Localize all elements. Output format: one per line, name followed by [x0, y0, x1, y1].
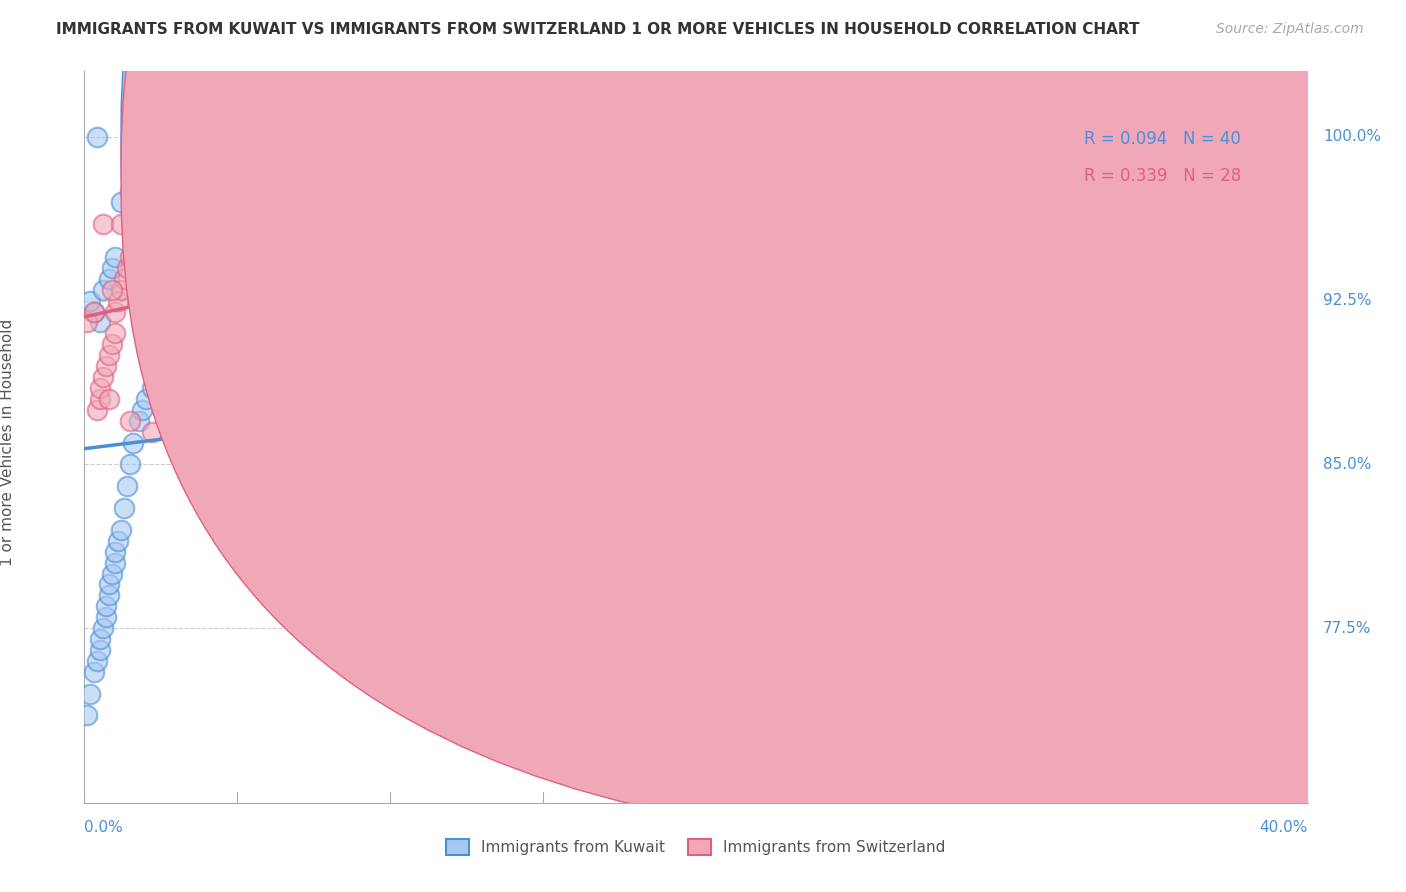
Point: [110, 283, 132, 297]
Point: [131, 402, 153, 417]
Point: [101, 260, 124, 275]
Point: [120, 458, 142, 472]
Point: [141, 425, 163, 439]
Text: Source: ZipAtlas.com: Source: ZipAtlas.com: [1216, 22, 1364, 37]
Text: 40.0%: 40.0%: [1260, 821, 1308, 835]
FancyBboxPatch shape: [121, 0, 1406, 847]
Point: [89, 392, 111, 406]
Point: [135, 173, 157, 187]
Point: [83, 304, 105, 318]
Point: [110, 523, 132, 537]
Point: [97, 392, 120, 406]
Point: [97, 348, 120, 362]
Point: [97, 588, 120, 602]
Point: [180, 348, 202, 362]
Text: 0.0%: 0.0%: [84, 821, 124, 835]
Point: [89, 381, 111, 395]
FancyBboxPatch shape: [1024, 78, 1406, 200]
Point: [89, 315, 111, 329]
Point: [101, 566, 124, 581]
Point: [86, 654, 108, 668]
Point: [104, 556, 127, 570]
Text: 100.0%: 100.0%: [1323, 129, 1381, 145]
Point: [128, 228, 150, 243]
Point: [112, 501, 135, 516]
Text: R = 0.094   N = 40: R = 0.094 N = 40: [1084, 130, 1241, 148]
Text: IMMIGRANTS FROM KUWAIT VS IMMIGRANTS FROM SWITZERLAND 1 OR MORE VEHICLES IN HOUS: IMMIGRANTS FROM KUWAIT VS IMMIGRANTS FRO…: [56, 22, 1140, 37]
Point: [94, 610, 117, 624]
Point: [104, 250, 127, 264]
Point: [195, 326, 218, 341]
Point: [110, 195, 132, 210]
Point: [107, 293, 129, 308]
Point: [128, 414, 150, 428]
Point: [89, 632, 111, 646]
Point: [149, 370, 172, 384]
Point: [115, 479, 138, 493]
Point: [79, 687, 101, 701]
Point: [135, 392, 157, 406]
Point: [104, 304, 127, 318]
Point: [91, 283, 114, 297]
Point: [91, 370, 114, 384]
Text: 92.5%: 92.5%: [1323, 293, 1371, 308]
Point: [122, 435, 145, 450]
Text: 77.5%: 77.5%: [1323, 621, 1371, 636]
Point: [86, 129, 108, 144]
Point: [110, 217, 132, 231]
Point: [135, 195, 157, 210]
Point: [120, 185, 142, 199]
Text: R = 0.339   N = 28: R = 0.339 N = 28: [1084, 167, 1241, 186]
FancyBboxPatch shape: [121, 0, 1406, 809]
Point: [76, 315, 98, 329]
Point: [76, 708, 98, 723]
Point: [122, 239, 145, 253]
Point: [97, 577, 120, 591]
Text: 1 or more Vehicles in Household: 1 or more Vehicles in Household: [0, 319, 15, 566]
Point: [104, 545, 127, 559]
Text: 85.0%: 85.0%: [1323, 457, 1371, 472]
Point: [747, 152, 769, 166]
Point: [115, 260, 138, 275]
Point: [89, 643, 111, 657]
Point: [165, 359, 187, 373]
Point: [112, 272, 135, 286]
Point: [101, 337, 124, 351]
Point: [94, 359, 117, 373]
Point: [97, 272, 120, 286]
Point: [149, 185, 172, 199]
Point: [94, 599, 117, 614]
Point: [101, 283, 124, 297]
Point: [120, 414, 142, 428]
Point: [107, 533, 129, 548]
Point: [120, 250, 142, 264]
Legend: Immigrants from Kuwait, Immigrants from Switzerland: Immigrants from Kuwait, Immigrants from …: [440, 833, 952, 861]
Point: [79, 293, 101, 308]
Point: [83, 665, 105, 679]
Point: [141, 381, 163, 395]
Point: [86, 402, 108, 417]
Point: [83, 304, 105, 318]
Text: ZIPatlas: ZIPatlas: [526, 401, 866, 474]
Point: [91, 217, 114, 231]
Point: [91, 621, 114, 635]
Point: [165, 173, 187, 187]
Point: [104, 326, 127, 341]
Point: [898, 152, 921, 166]
